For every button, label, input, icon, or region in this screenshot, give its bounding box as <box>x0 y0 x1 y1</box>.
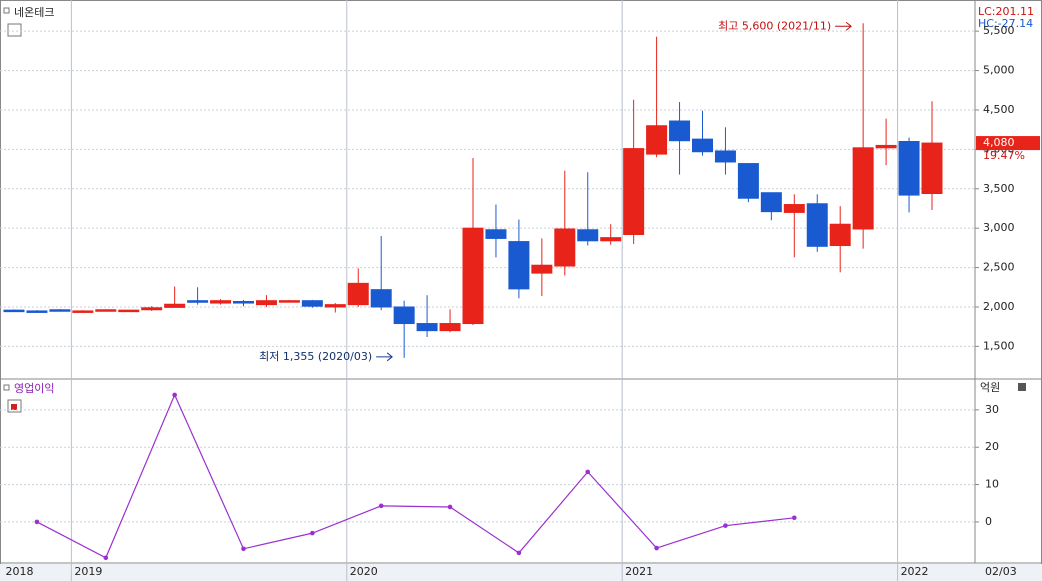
candle-body <box>439 323 461 332</box>
y-tick-label: 5,000 <box>983 64 1015 77</box>
point <box>654 545 659 551</box>
y-tick-label: 4,500 <box>983 103 1015 116</box>
point <box>585 469 591 475</box>
change-label: 19.47% <box>983 149 1025 162</box>
candle-body <box>577 229 599 242</box>
candle-body <box>233 300 254 304</box>
candle-body <box>600 237 622 242</box>
x-tick-label: 2018 <box>6 565 34 578</box>
y-tick-label: 2,500 <box>983 261 1015 274</box>
candle-body <box>301 300 323 307</box>
x-axis-band <box>0 564 1042 581</box>
point <box>723 523 728 528</box>
line <box>36 393 795 559</box>
point <box>172 392 177 398</box>
point <box>792 515 797 521</box>
candle-body <box>370 289 392 308</box>
candle-body <box>623 148 645 235</box>
candle-body <box>416 323 438 332</box>
candle-body <box>347 282 369 306</box>
annotation: 최저 1,355 (2020/03) <box>259 350 372 363</box>
x-tick-label: 2021 <box>625 565 653 578</box>
icon <box>3 384 10 391</box>
icon <box>3 7 10 14</box>
candle-body <box>921 142 943 195</box>
x-end-label: 02/03 <box>985 565 1017 578</box>
candle-body <box>737 163 759 199</box>
candle-body <box>852 147 874 230</box>
point <box>103 555 109 561</box>
candle-body <box>783 204 805 213</box>
candle-body <box>898 140 920 196</box>
candle-body <box>278 300 300 303</box>
y-tick-label: 30 <box>985 403 999 416</box>
panel-icon-fill <box>11 404 17 410</box>
candle-body <box>95 309 117 312</box>
point <box>516 550 522 556</box>
y-tick-label: 3,000 <box>983 221 1015 234</box>
y-tick-label: 1,500 <box>983 339 1015 352</box>
unit-label: 억원 <box>980 381 1000 394</box>
arrow <box>376 352 393 362</box>
candle-body <box>3 309 25 313</box>
x-tick-label: 2019 <box>74 565 102 578</box>
candle-body <box>646 125 668 155</box>
point <box>310 530 315 536</box>
x-tick-label: 2022 <box>901 565 929 578</box>
candle-body <box>714 150 736 163</box>
chart-title: 네온테크 <box>14 6 54 19</box>
grid-icon[interactable] <box>7 23 22 37</box>
x-tick-label: 2020 <box>350 565 378 578</box>
candle-body <box>669 120 691 142</box>
y-tick-label: 10 <box>985 478 999 491</box>
candle-body <box>187 300 209 303</box>
candle-body <box>760 192 782 213</box>
button[interactable] <box>1018 383 1026 391</box>
point <box>34 519 40 525</box>
candle-body <box>875 144 897 149</box>
y-tick-label: 3,500 <box>983 182 1015 195</box>
candle-body <box>508 241 530 290</box>
candle-body <box>462 227 484 325</box>
y-tick-label: 20 <box>985 440 999 453</box>
panel-title: 영업이익 <box>14 382 54 395</box>
candle-body <box>393 306 415 325</box>
y-tick-label: 0 <box>985 515 992 528</box>
candle-body <box>692 138 713 153</box>
y-tick-label: 2,000 <box>983 300 1015 313</box>
point <box>447 504 453 510</box>
candle-body <box>255 300 277 306</box>
candle-body <box>141 307 163 311</box>
candle-body <box>485 229 507 239</box>
point <box>241 546 246 552</box>
candle-body <box>72 310 94 313</box>
current-price-box <box>976 136 1040 151</box>
candle-body <box>164 303 186 308</box>
annotation: 최고 5,600 (2021/11) <box>718 19 831 32</box>
current-price-label: 4,080 <box>983 136 1015 149</box>
lc-label: LC:201.11 <box>978 5 1034 18</box>
candle-body <box>118 309 140 313</box>
candle-body <box>829 223 851 247</box>
candle-body <box>554 228 576 267</box>
candle-body <box>324 304 346 308</box>
candle-body <box>806 203 828 247</box>
arrow <box>835 21 852 31</box>
y-tick-label: 5,500 <box>983 24 1015 37</box>
candle-body <box>49 309 71 312</box>
point <box>378 503 384 509</box>
hc-label: HC:-27.14 <box>978 17 1033 30</box>
candle-body <box>210 300 232 304</box>
candle-body <box>531 264 553 274</box>
candle-body <box>26 310 48 313</box>
